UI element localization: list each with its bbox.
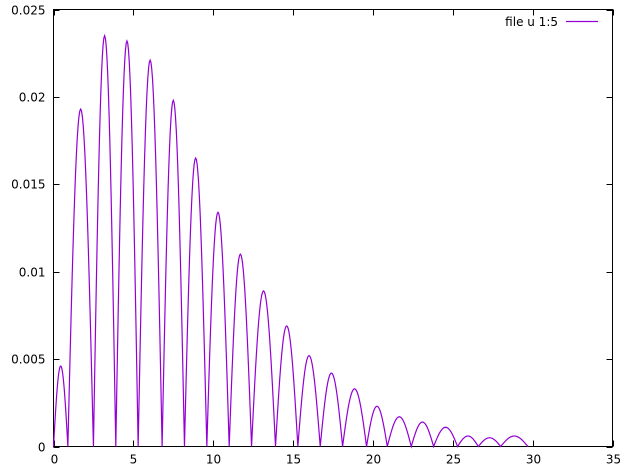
y-tick-label: 0.025	[11, 4, 45, 18]
legend: file u 1:5	[505, 15, 598, 29]
series-layer	[52, 33, 529, 449]
x-tick-label: 25	[446, 453, 461, 467]
y-tick-label: 0.01	[19, 266, 46, 280]
x-tick-label: 5	[130, 453, 138, 467]
x-tick-label: 15	[286, 453, 301, 467]
y-tick-label: 0.02	[19, 91, 46, 105]
ticks: 0 5 10 15 20 25 30 35 0 0.005 0.01 0.015 0.02 0.025	[11, 4, 621, 467]
x-tick-label: 0	[51, 453, 59, 467]
x-tick-label: 20	[366, 453, 381, 467]
x-tick-label: 30	[526, 453, 541, 467]
series-line	[52, 33, 529, 449]
y-tick-label: 0.015	[11, 178, 45, 192]
legend-label: file u 1:5	[505, 15, 558, 29]
y-tick-label: 0.005	[11, 353, 45, 367]
x-tick-label: 10	[206, 453, 221, 467]
plot-frame	[53, 9, 613, 447]
axes	[53, 9, 613, 447]
y-tick-label: 0	[38, 441, 46, 455]
x-tick-label: 35	[606, 453, 621, 467]
